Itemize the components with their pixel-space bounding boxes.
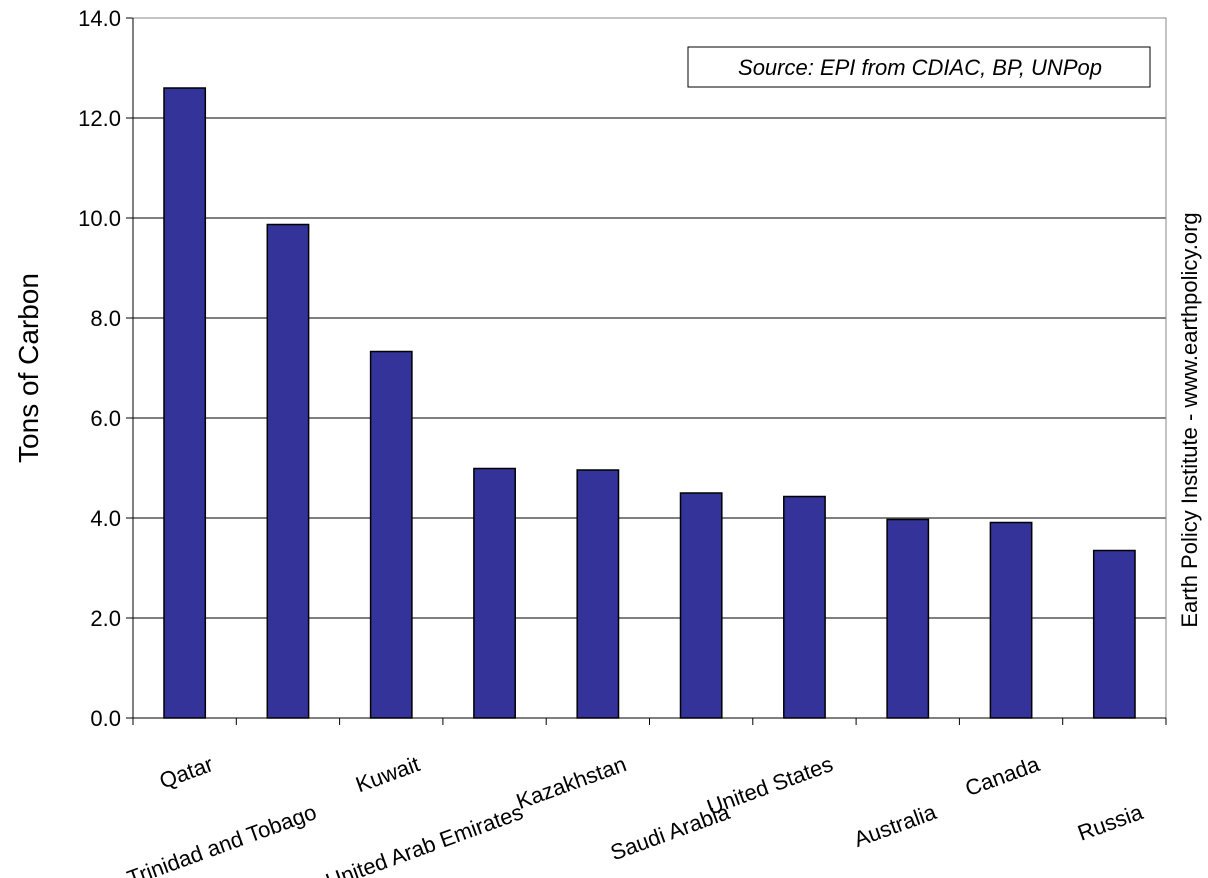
x-tick-label: Qatar	[156, 751, 216, 793]
bar	[163, 87, 207, 719]
bar	[783, 495, 826, 719]
y-tick-label: 10.0	[78, 206, 121, 231]
source-text: Source: EPI from CDIAC, BP, UNPop	[738, 55, 1102, 80]
bar	[473, 467, 516, 719]
bars	[163, 87, 1136, 719]
x-tick-label: United States	[703, 751, 836, 820]
y-tick-label: 6.0	[90, 406, 121, 431]
x-tick-label: Kuwait	[352, 751, 423, 797]
x-tick-label: United Arab Emirates	[322, 799, 526, 878]
y-tick-label: 12.0	[78, 106, 121, 131]
y-tick-label: 8.0	[90, 306, 121, 331]
side-note: Earth Policy Institute - www.earthpolicy…	[1177, 212, 1202, 627]
y-tick-label: 2.0	[90, 606, 121, 631]
bar	[989, 521, 1033, 719]
x-tick-label: Australia	[850, 799, 940, 852]
bar	[1092, 549, 1136, 719]
x-tick-label: Russia	[1074, 799, 1146, 846]
y-tick-label: 14.0	[78, 6, 121, 31]
x-tick-label: Canada	[962, 751, 1044, 801]
bar	[679, 492, 723, 719]
bar	[886, 518, 930, 719]
source-annotation: Source: EPI from CDIAC, BP, UNPop	[687, 46, 1151, 88]
y-axis-title: Tons of Carbon	[13, 273, 44, 463]
source-box	[687, 46, 1151, 88]
x-tick-label: Trinidad and Tobago	[124, 799, 320, 878]
bar	[576, 469, 620, 719]
x-tick-label: Kazakhstan	[513, 751, 630, 814]
y-tick-label: 4.0	[90, 506, 121, 531]
bar	[266, 223, 310, 719]
tick-labels: 0.0 2.0 4.0 6.0 8.0 10.0 12.0 14.0 Qatar Trinidad…	[78, 6, 1147, 878]
y-tick-label: 0.0	[90, 706, 121, 731]
axes	[126, 17, 1167, 725]
bar	[369, 350, 413, 719]
